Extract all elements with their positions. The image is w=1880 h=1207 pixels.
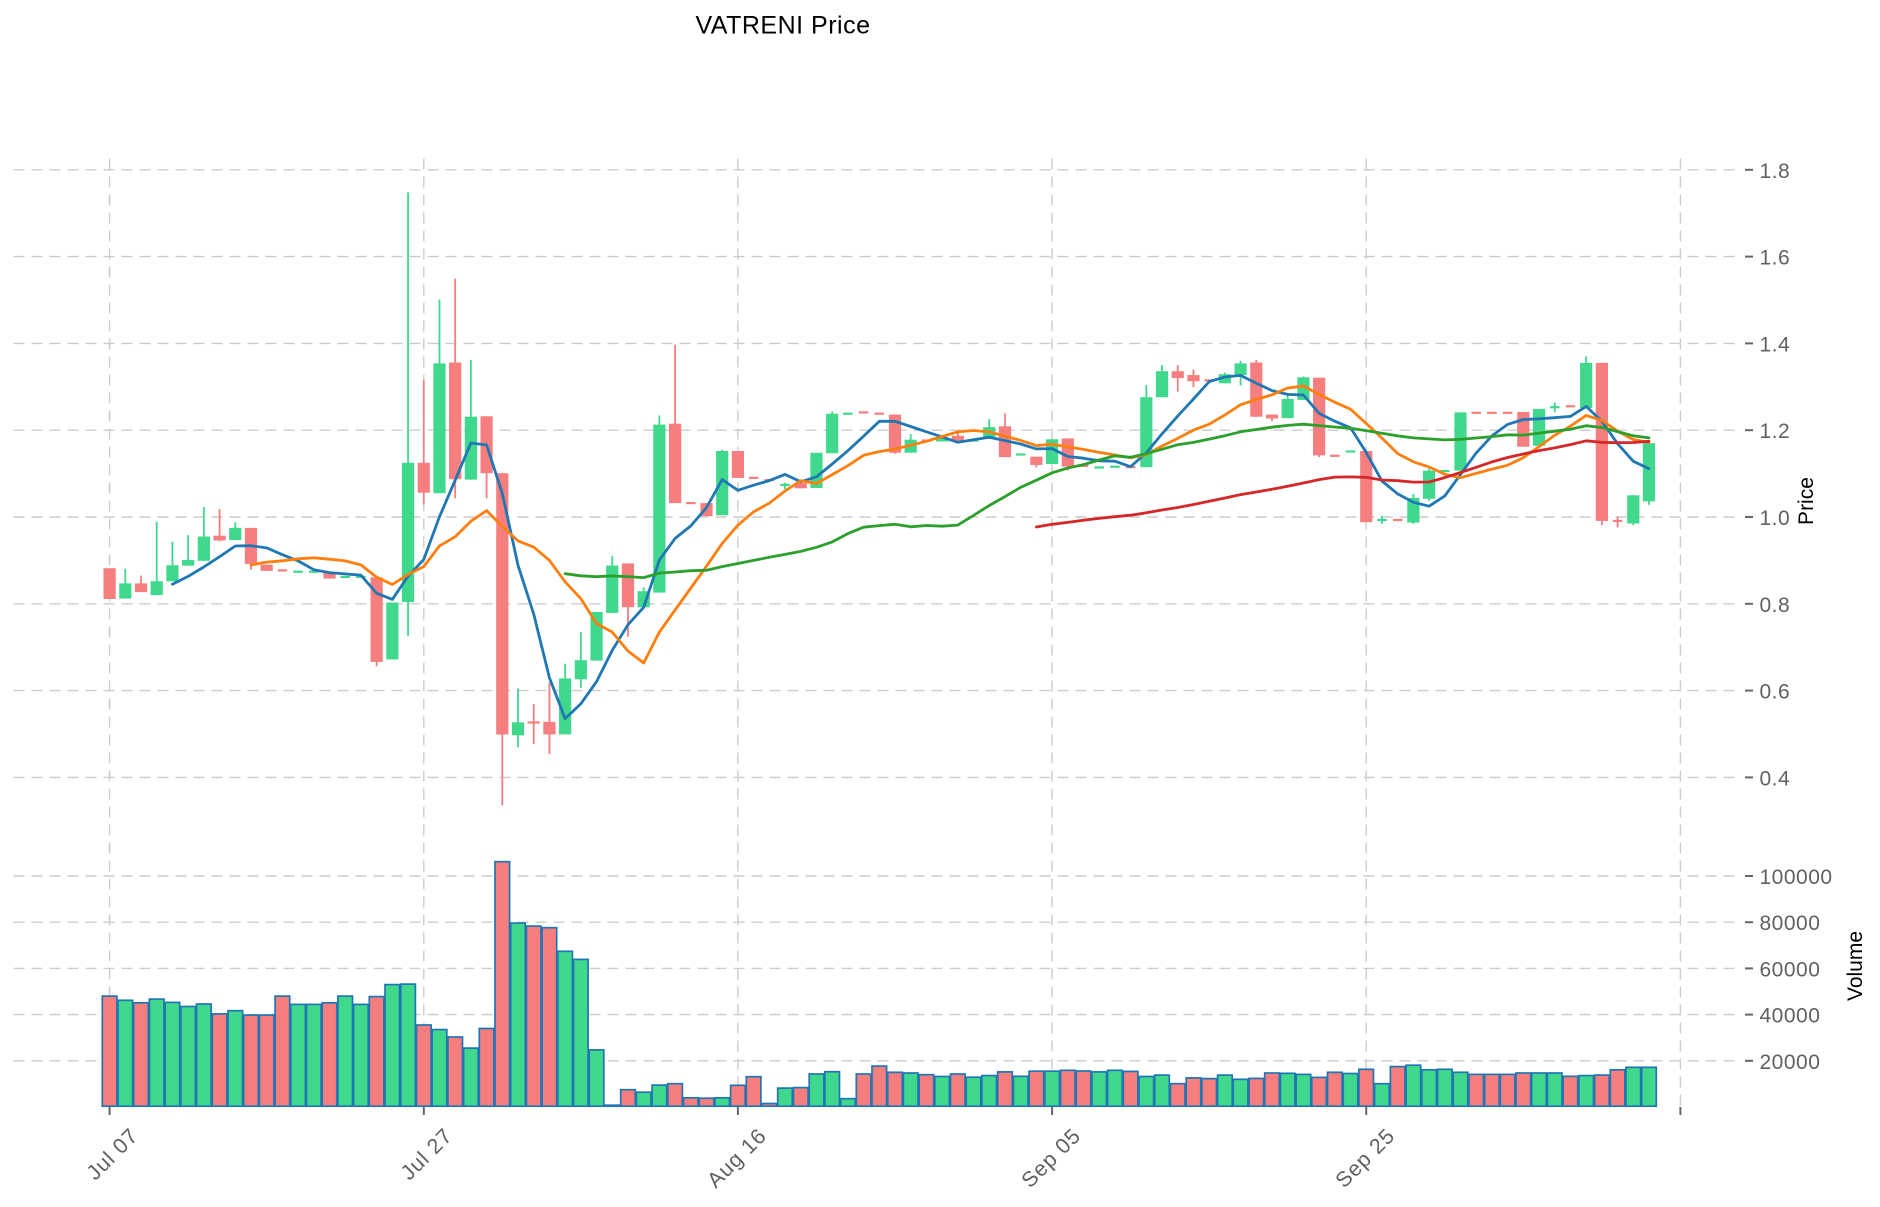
svg-text:40000: 40000 xyxy=(1760,1005,1821,1028)
svg-text:1.0: 1.0 xyxy=(1760,507,1791,530)
svg-text:20000: 20000 xyxy=(1760,1051,1821,1074)
svg-text:1.6: 1.6 xyxy=(1760,247,1791,270)
svg-text:100000: 100000 xyxy=(1760,866,1833,889)
svg-text:0.8: 0.8 xyxy=(1760,594,1791,617)
svg-text:1.8: 1.8 xyxy=(1760,160,1791,183)
svg-text:60000: 60000 xyxy=(1760,958,1821,981)
svg-text:1.2: 1.2 xyxy=(1760,420,1791,443)
svg-text:Volume: Volume xyxy=(1844,931,1867,1001)
svg-text:0.6: 0.6 xyxy=(1760,681,1791,704)
svg-text:VATRENI Price: VATRENI Price xyxy=(695,12,870,40)
svg-text:Price: Price xyxy=(1795,477,1818,525)
svg-text:80000: 80000 xyxy=(1760,912,1821,935)
svg-text:1.4: 1.4 xyxy=(1760,333,1791,356)
svg-text:0.4: 0.4 xyxy=(1760,767,1791,790)
